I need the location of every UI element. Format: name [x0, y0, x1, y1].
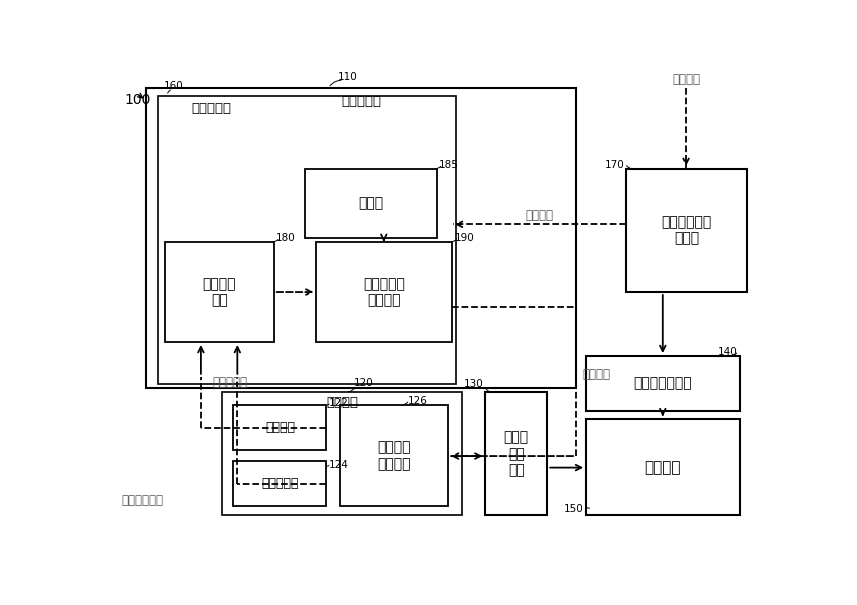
Text: 130: 130	[464, 379, 483, 390]
Bar	[146, 88, 576, 388]
Text: 同步讯号: 同步讯号	[525, 209, 553, 221]
Text: 150: 150	[564, 504, 584, 514]
Bar	[305, 169, 436, 238]
Text: 190: 190	[454, 233, 474, 243]
Text: 发光二极管
控制单元: 发光二极管 控制单元	[363, 277, 405, 307]
Text: 180: 180	[276, 233, 296, 243]
Text: 110: 110	[338, 72, 357, 82]
Text: 背光模组
驱动单元: 背光模组 驱动单元	[377, 440, 411, 471]
Text: 光感应器: 光感应器	[265, 421, 295, 434]
Text: 亮度调整: 亮度调整	[582, 368, 610, 381]
Text: 温度感应讯号: 温度感应讯号	[121, 494, 163, 507]
Text: 185: 185	[439, 160, 458, 170]
Text: 闸极线
驱动
单元: 闸极线 驱动 单元	[504, 431, 529, 477]
Text: 122: 122	[329, 398, 349, 408]
Text: 100: 100	[124, 93, 151, 108]
Text: 160: 160	[164, 80, 183, 91]
Bar	[586, 356, 740, 411]
Text: 120: 120	[354, 378, 374, 388]
Text: 140: 140	[718, 347, 738, 357]
Text: 170: 170	[605, 160, 625, 170]
Text: 显示面板: 显示面板	[644, 460, 681, 475]
Text: 背光模组: 背光模组	[326, 396, 358, 410]
Text: 对照表: 对照表	[358, 197, 383, 211]
Text: 光感应讯号: 光感应讯号	[213, 376, 248, 390]
Text: 资料线驱动单元: 资料线驱动单元	[633, 377, 692, 391]
Text: 色序感应
单元: 色序感应 单元	[203, 277, 237, 307]
Text: 126: 126	[408, 396, 428, 407]
Text: 温度感应器: 温度感应器	[261, 477, 299, 490]
Text: 感应控制器: 感应控制器	[192, 102, 231, 114]
Text: 影像讯号: 影像讯号	[672, 73, 700, 86]
Text: 124: 124	[329, 460, 349, 470]
Bar	[233, 462, 327, 506]
Bar	[316, 242, 452, 342]
Bar	[339, 405, 448, 506]
Text: 色序显示驱动
控制器: 色序显示驱动 控制器	[662, 215, 711, 246]
Bar	[158, 96, 456, 384]
Bar	[222, 392, 462, 515]
Bar	[233, 405, 327, 450]
Bar	[626, 169, 746, 292]
Bar	[586, 419, 740, 515]
Bar	[485, 392, 548, 515]
Text: 时序控制器: 时序控制器	[341, 96, 381, 108]
Bar	[165, 242, 273, 342]
